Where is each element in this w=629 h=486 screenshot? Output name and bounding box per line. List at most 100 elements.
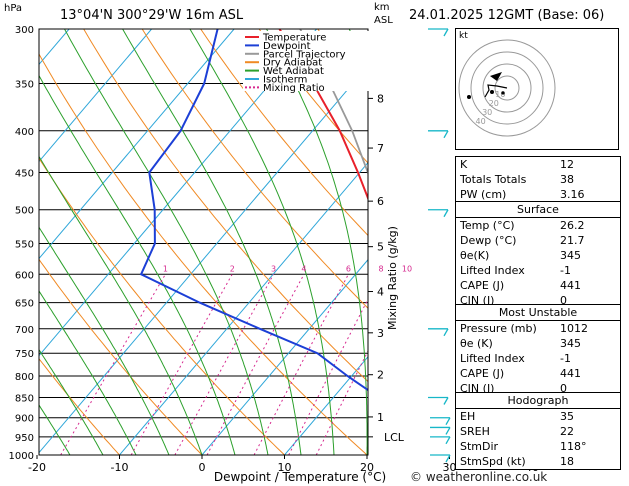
hodograph-ring <box>470 51 544 125</box>
mixing-ratio-label: 4 <box>301 264 306 273</box>
table-row: Temp (°C) 26.2 <box>456 218 620 233</box>
pressure-tick-label: 500 <box>15 206 34 217</box>
row-label: EH <box>460 410 476 423</box>
row-label: Pressure (mb) <box>460 322 537 335</box>
pressure-tick-label: 400 <box>15 127 34 138</box>
wet-adiabat-line <box>64 29 269 455</box>
series-line-parcel-trajectory <box>299 29 368 176</box>
hodograph-table-title: Hodograph <box>456 393 620 409</box>
x-tick-label: 10 <box>278 461 292 474</box>
isotherm-line <box>284 355 368 455</box>
altitude-tick-label: LCL <box>384 431 405 444</box>
wind-barb-icon <box>445 454 451 463</box>
plot-frame <box>38 28 369 456</box>
wet-adiabat-line <box>39 290 137 455</box>
location-title: 13°04'N 300°29'W 16m ASL <box>60 8 244 23</box>
legend-item: Parcel Trajectory <box>263 49 346 60</box>
row-value: 345 <box>560 249 581 262</box>
hodograph-ring <box>494 75 520 101</box>
sounding-lines <box>139 29 368 392</box>
isotherm-line <box>39 29 235 260</box>
altitude-tick-label: 7 <box>377 142 384 155</box>
table-row: Pressure (mb) 1012 <box>456 321 620 336</box>
altitude-tick-label: 1 <box>377 411 384 424</box>
row-label: Lifted Index <box>460 264 525 277</box>
mixing-ratio-line <box>206 274 305 455</box>
dry-adiabat-line <box>39 157 285 455</box>
wind-barb-icon <box>443 397 449 405</box>
table-row: Lifted Index -1 <box>456 263 620 278</box>
pressure-tick-label: 1000 <box>9 451 34 462</box>
altitude-tick-label: 4 <box>377 286 384 299</box>
series-line-temperature <box>278 29 368 201</box>
pressure-tick-label: 650 <box>15 299 34 310</box>
dry-adiabat-line <box>200 29 368 237</box>
pressure-tick-label: 300 <box>15 25 34 36</box>
x-tick-label: -20 <box>28 461 46 474</box>
row-value: 3.16 <box>560 188 585 201</box>
series-line-dewpoint <box>139 29 368 392</box>
altitude-tick-label: 8 <box>377 92 384 105</box>
diagram-grid <box>39 29 368 455</box>
mixing-ratio-label: 6 <box>346 264 351 273</box>
pressure-tick-label: 800 <box>15 372 34 383</box>
dry-adiabat-line <box>141 29 368 309</box>
x-tick-label: 30 <box>443 461 457 474</box>
altitude-tick-label: 6 <box>377 195 384 208</box>
row-label: Totals Totals <box>460 173 527 186</box>
row-label: CIN (J) <box>460 294 495 307</box>
row-label: θe(K) <box>460 249 490 262</box>
mixing-ratio-axis-title: Mixing Ratio (g/kg) <box>386 226 399 330</box>
pressure-tick-label: 600 <box>15 270 34 281</box>
wind-barb-icon <box>443 28 449 37</box>
pressure-tick-label: 950 <box>15 433 34 444</box>
dry-adiabat-line <box>83 29 368 383</box>
hodograph-ring <box>458 39 556 137</box>
legend-item: Wet Adiabat <box>263 66 324 77</box>
row-value: 0 <box>560 294 567 307</box>
wet-adiabat-line <box>39 74 236 455</box>
row-value: 18 <box>560 455 574 468</box>
row-value: 12 <box>560 158 574 171</box>
storm-motion-arrow-icon <box>490 72 502 81</box>
most-unstable-panel: Most Unstable Pressure (mb) 1012 θe (K) 345… <box>455 304 621 397</box>
wet-adiabat-line <box>189 29 335 455</box>
dry-adiabat-line <box>39 357 120 455</box>
hodograph-trace <box>484 84 508 98</box>
mixing-ratio-label: 2 <box>230 264 235 273</box>
mixing-ratio-line <box>288 298 368 455</box>
surface-title: Surface <box>456 202 620 218</box>
hodograph-point <box>501 91 505 95</box>
row-label: StmDir <box>460 440 499 453</box>
hodograph-table-panel: Hodograph EH 35 SREH 22 StmDir 118° StmSpd (kt… <box>455 392 621 470</box>
table-row: CIN (J) 0 <box>456 381 620 396</box>
datetime-title: 24.01.2025 12GMT (Base: 06) <box>409 8 605 23</box>
wet-adiabat-line <box>266 29 368 455</box>
table-row: CAPE (J) 441 <box>456 366 620 381</box>
most-unstable-title: Most Unstable <box>456 305 620 321</box>
hodograph-ring-label: 30 <box>482 108 492 117</box>
table-row: PW (cm) 3.16 <box>456 187 620 202</box>
isotherm-line <box>39 29 317 357</box>
table-row: θe (K) 345 <box>456 336 620 351</box>
pressure-tick-label: 550 <box>15 239 34 250</box>
table-row: Totals Totals 38 <box>456 172 620 187</box>
row-value: 441 <box>560 367 581 380</box>
wind-barb-icon <box>443 130 449 139</box>
legend-item: Mixing Ratio <box>263 83 325 94</box>
row-label: StmSpd (kt) <box>460 455 526 468</box>
row-value: -1 <box>560 264 571 277</box>
row-label: Dewp (°C) <box>460 234 517 247</box>
row-value: 22 <box>560 425 574 438</box>
isotherm-line <box>39 29 152 163</box>
mixing-ratio-line <box>60 274 166 455</box>
mixing-ratio-label: 8 <box>378 264 383 273</box>
km-label: km <box>374 2 390 13</box>
row-label: CAPE (J) <box>460 367 505 380</box>
row-label: CAPE (J) <box>460 279 505 292</box>
row-label: SREH <box>460 425 490 438</box>
row-value: 26.2 <box>560 219 585 232</box>
legend-item: Dry Adiabat <box>263 58 322 69</box>
